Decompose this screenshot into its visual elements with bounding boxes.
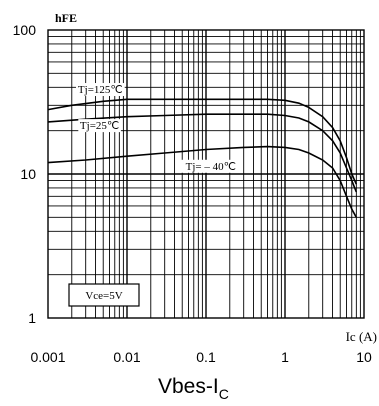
series-curves: Tj=125℃ Tj=25℃ Tj= – 40℃: [47, 83, 358, 218]
chart-title-main: Vbes-I: [158, 375, 219, 398]
x-tick-label: 10: [356, 349, 372, 365]
series-label: Tj= – 40℃: [186, 161, 236, 173]
condition-box: Vce=5V: [68, 283, 140, 307]
series-label-backdrop: [180, 159, 242, 173]
series-label-backdrop: [78, 119, 121, 133]
series-label-backdrop: [76, 83, 125, 97]
y-tick-label: 1: [28, 310, 36, 326]
x-axis-label: Ic (A): [346, 329, 377, 344]
series-label: Tj=25℃: [80, 120, 119, 132]
chart-title-subscript: C: [219, 386, 229, 402]
x-tick-label: 1: [281, 349, 289, 365]
y-tick-label: 100: [13, 22, 37, 38]
condition-label: Vce=5V: [85, 290, 122, 302]
x-tick-label: 0.1: [196, 349, 216, 365]
chart-title: Vbes-IC: [158, 375, 229, 402]
series-line: [47, 98, 358, 185]
x-tick-label: 0.001: [30, 349, 65, 365]
grid-lines: [48, 30, 364, 318]
series-line: [47, 113, 358, 193]
series-line: [47, 145, 357, 218]
y-tick-labels: 1 10 100: [13, 22, 37, 326]
series-label: Tj=125℃: [78, 84, 123, 96]
y-axis-label: hFE: [55, 11, 77, 25]
condition-box-frame: [68, 283, 140, 307]
y-tick-label: 10: [20, 166, 36, 182]
x-tick-labels: 0.001 0.01 0.1 1 10: [30, 349, 372, 365]
x-tick-label: 0.01: [113, 349, 140, 365]
